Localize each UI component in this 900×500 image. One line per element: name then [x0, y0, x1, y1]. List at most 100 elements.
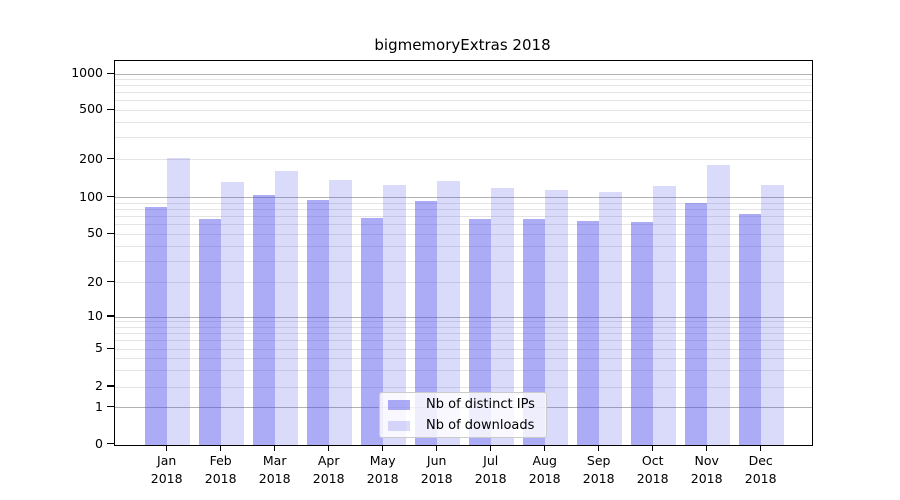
gridline-minor [115, 340, 812, 342]
x-tick-mark [490, 445, 492, 451]
y-tick-mark [107, 281, 114, 283]
x-tick-month: Mar [262, 453, 287, 468]
x-tick-mark [328, 445, 330, 451]
legend-row: Nb of downloads [380, 417, 546, 435]
bar-feb-distinct-ips [199, 218, 222, 445]
x-tick-year: 2018 [744, 471, 777, 486]
legend-label: Nb of distinct IPs [426, 397, 535, 412]
x-tick-label: Apr 2018 [297, 452, 361, 488]
gridline-minor [115, 260, 812, 262]
gridline-minor [115, 224, 812, 226]
x-tick-year: 2018 [690, 471, 723, 486]
x-tick-year: 2018 [366, 471, 399, 486]
gridline-minor [115, 202, 812, 204]
x-tick-mark [706, 445, 708, 451]
x-tick-label: Sep 2018 [567, 452, 631, 488]
x-tick-label: Aug 2018 [513, 452, 577, 488]
y-tick-mark [107, 196, 114, 198]
bar-feb-downloads [221, 181, 244, 445]
gridline-minor [115, 233, 812, 235]
x-tick-mark [274, 445, 276, 451]
gridline-minor [115, 326, 812, 328]
gridline-minor [115, 85, 812, 87]
legend-label: Nb of downloads [426, 418, 535, 433]
y-tick-mark [107, 315, 114, 317]
x-tick-label: Jan 2018 [135, 452, 199, 488]
x-tick-mark [652, 445, 654, 451]
x-tick-year: 2018 [420, 471, 453, 486]
bar-aug-distinct-ips [523, 218, 546, 445]
x-tick-month: Feb [209, 453, 232, 468]
bar-oct-downloads [653, 185, 676, 445]
x-tick-month: Jan [157, 453, 177, 468]
x-tick-month: Jul [483, 453, 499, 468]
bar-may-downloads [383, 184, 406, 445]
y-tick-label: 1 [95, 398, 103, 414]
x-tick-label: Jun 2018 [405, 452, 469, 488]
x-tick-year: 2018 [636, 471, 669, 486]
gridline-major [115, 197, 812, 199]
bar-jul-downloads [491, 188, 514, 445]
x-tick-label: Nov 2018 [675, 452, 739, 488]
legend: Nb of distinct IPs Nb of downloads [379, 392, 547, 438]
gridline-minor [115, 333, 812, 335]
bar-nov-downloads [707, 165, 730, 445]
x-tick-month: Apr [317, 453, 340, 468]
x-tick-month: Dec [748, 453, 773, 468]
y-tick-mark [107, 158, 114, 160]
y-tick-label: 100 [79, 188, 103, 204]
y-tick-mark [107, 385, 114, 387]
y-tick-label: 1000 [71, 65, 103, 81]
y-tick-mark [107, 347, 114, 349]
bar-jul-distinct-ips [469, 218, 492, 445]
x-tick-month: May [369, 453, 396, 468]
gridline-minor [115, 357, 812, 359]
bar-jun-downloads [437, 180, 460, 445]
gridline-minor [115, 159, 812, 161]
y-tick-label: 500 [79, 101, 103, 117]
gridline-minor [115, 321, 812, 323]
gridline-minor [115, 216, 812, 218]
x-tick-mark [220, 445, 222, 451]
bar-may-distinct-ips [361, 217, 384, 445]
legend-swatch-downloads [388, 420, 410, 431]
gridline-minor [115, 121, 812, 123]
x-tick-month: Oct [641, 453, 664, 468]
x-tick-label: Oct 2018 [621, 452, 685, 488]
y-tick-label: 0 [95, 435, 103, 451]
plot-area: Nb of distinct IPs Nb of downloads [114, 60, 813, 446]
bar-dec-distinct-ips [739, 214, 762, 445]
bar-apr-downloads [329, 179, 352, 445]
x-tick-mark [166, 445, 168, 451]
gridline-minor [115, 79, 812, 81]
gridline-major [115, 73, 812, 75]
gridline-minor [115, 369, 812, 371]
bar-oct-distinct-ips [631, 221, 654, 445]
y-tick-label: 5 [95, 340, 103, 356]
bar-mar-downloads [275, 171, 298, 445]
y-tick-mark [107, 108, 114, 110]
bar-sep-distinct-ips [577, 220, 600, 445]
x-tick-mark [544, 445, 546, 451]
x-tick-mark [760, 445, 762, 451]
y-tick-label: 20 [87, 273, 103, 289]
x-tick-month: Nov [694, 453, 719, 468]
x-tick-mark [598, 445, 600, 451]
y-tick-label: 200 [79, 150, 103, 166]
x-tick-label: Mar 2018 [243, 452, 307, 488]
y-tick-mark [107, 232, 114, 234]
gridline-minor [115, 245, 812, 247]
x-tick-label: Dec 2018 [729, 452, 793, 488]
x-tick-year: 2018 [204, 471, 237, 486]
x-tick-year: 2018 [582, 471, 615, 486]
x-tick-month: Aug [532, 453, 557, 468]
y-tick-mark [107, 442, 114, 445]
x-tick-year: 2018 [258, 471, 291, 486]
y-tick-label: 10 [87, 308, 103, 323]
bar-jun-distinct-ips [415, 201, 438, 445]
gridline-minor [115, 348, 812, 350]
bar-jan-distinct-ips [145, 206, 168, 445]
x-tick-year: 2018 [474, 471, 507, 486]
gridline-minor [115, 92, 812, 94]
